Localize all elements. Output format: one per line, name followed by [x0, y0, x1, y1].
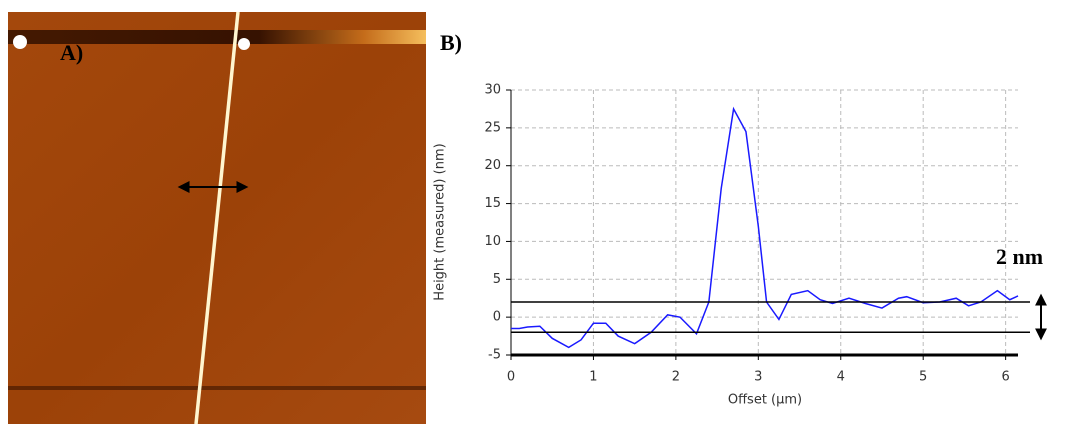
- y-tick-label: 10: [484, 234, 501, 249]
- x-tick-label: 5: [919, 370, 927, 385]
- x-tick-label: 4: [837, 370, 845, 385]
- y-tick-label: -5: [488, 348, 501, 363]
- x-tick-label: 0: [507, 370, 515, 385]
- x-axis-label: Offset (µm): [728, 393, 802, 408]
- y-tick-label: 15: [484, 196, 501, 211]
- data-line: [511, 106, 1019, 349]
- x-tick-label: 2: [672, 370, 680, 385]
- y-tick-label: 0: [493, 310, 501, 325]
- afm-image: [8, 11, 426, 424]
- y-tick-label: 5: [493, 272, 501, 287]
- x-tick-label: 1: [589, 370, 597, 385]
- x-tick-label: 3: [754, 370, 762, 385]
- annotation: 2 nm: [996, 244, 1043, 269]
- y-tick-label: 30: [484, 83, 501, 98]
- y-tick-label: 20: [484, 158, 501, 173]
- panel-label: B): [440, 30, 462, 55]
- y-axis-label: Height (measured) (nm): [433, 143, 448, 300]
- y-tick-label: 25: [484, 120, 501, 135]
- x-tick-label: 6: [1001, 370, 1009, 385]
- panel-label: A): [60, 40, 83, 65]
